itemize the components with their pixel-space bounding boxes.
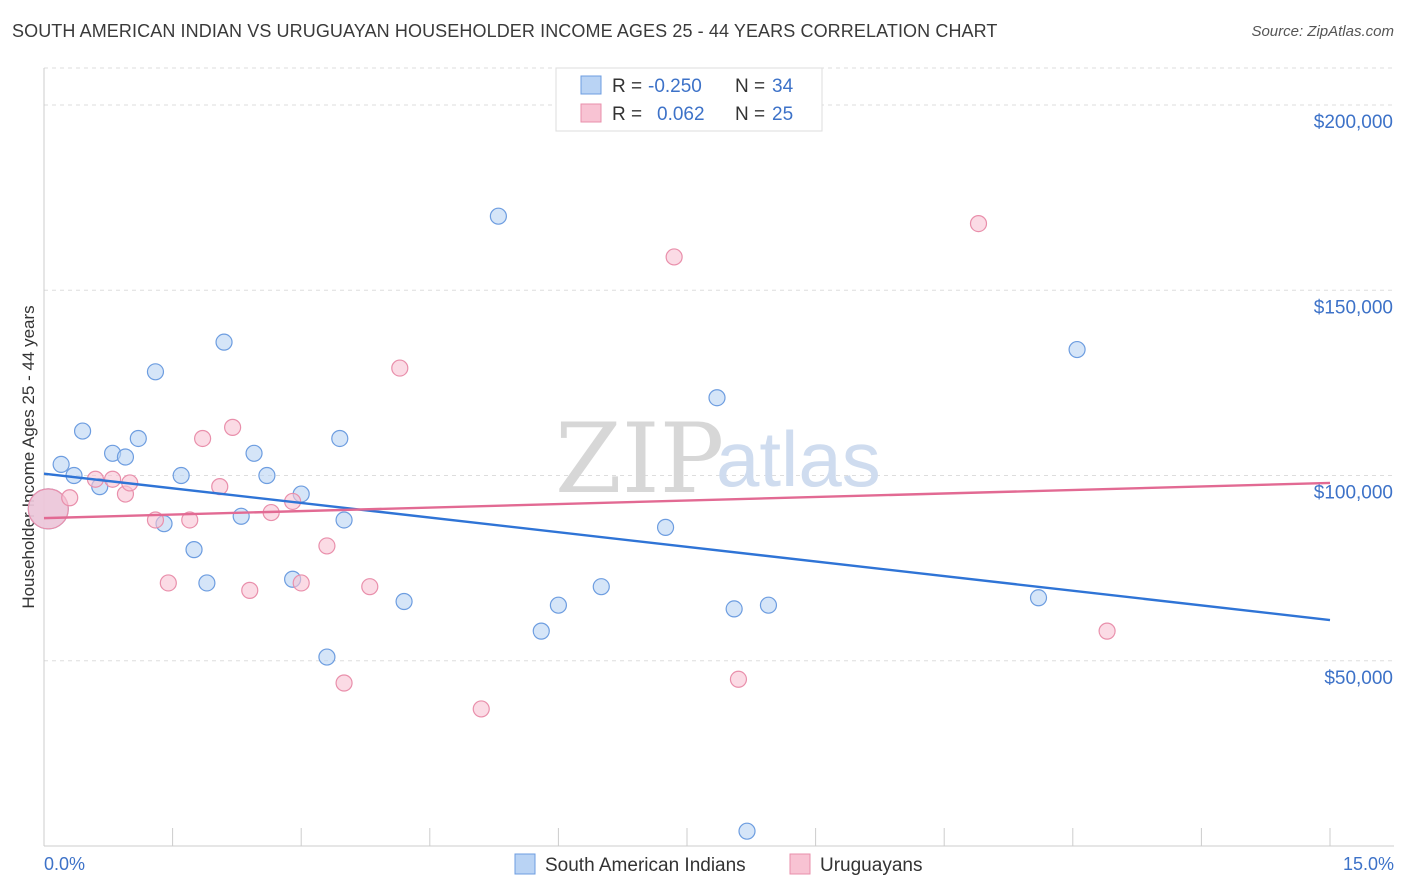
source-credit: Source: ZipAtlas.com <box>1251 23 1394 40</box>
south-american-indians-point-21 <box>335 511 353 529</box>
legend-pink-n-value: 25 <box>772 104 793 125</box>
south-american-indians-point-29 <box>725 600 743 618</box>
uruguayans-point-16 <box>318 537 336 555</box>
uruguayans-point-1 <box>61 489 79 507</box>
y-tick-label-0: $50,000 <box>1324 668 1393 689</box>
legend-pink-r-value: 0.062 <box>657 104 705 125</box>
south-american-indians-point-25 <box>549 596 568 614</box>
chart-title: SOUTH AMERICAN INDIAN VS URUGUAYAN HOUSE… <box>12 21 998 41</box>
south-american-indians-point-1 <box>52 455 70 474</box>
south-american-indians-point-16 <box>258 466 276 485</box>
south-american-indians-point-33 <box>1068 340 1086 359</box>
south-american-indians-point-7 <box>129 429 147 448</box>
legend-uruguayans-label: Uruguayans <box>820 855 922 876</box>
uruguayans-point-7 <box>159 574 177 592</box>
uruguayans-point-24 <box>1098 622 1116 640</box>
legend-south-american-indians-swatch <box>514 853 536 875</box>
uruguayans-point-9 <box>194 429 212 448</box>
y-tick-label-1: $100,000 <box>1314 483 1393 504</box>
south-american-indians-point-22 <box>395 592 413 611</box>
south-american-indians-point-6 <box>116 448 135 466</box>
x-tick-label-min: 0.0% <box>44 854 85 874</box>
uruguayans-point-23 <box>969 215 988 233</box>
y-tick-label-2: $150,000 <box>1314 297 1393 318</box>
watermark-zip: ZIP <box>555 403 724 515</box>
legend-blue-r-label: R = <box>612 76 642 97</box>
south-american-indians-point-19 <box>318 648 336 666</box>
south-american-indians-point-24 <box>532 622 550 640</box>
legend-series: South American Indians Uruguayans <box>514 853 922 876</box>
uruguayans-point-11 <box>224 418 242 436</box>
south-american-indians-point-32 <box>1029 589 1048 607</box>
y-axis-label: Householder Income Ages 25 - 44 years <box>19 305 38 608</box>
uruguayans-point-21 <box>665 248 683 266</box>
y-tick-labels: $50,000 $100,000 $150,000 $200,000 <box>1314 112 1393 689</box>
legend-blue-swatch <box>580 75 602 95</box>
trend-lines <box>43 472 1331 622</box>
data-points <box>27 207 1116 840</box>
south-american-indians-point-31 <box>759 596 778 614</box>
uruguayans-point-8 <box>181 511 199 529</box>
south-american-indians-point-10 <box>172 466 190 485</box>
uruguayans-point-17 <box>335 674 353 692</box>
uruguayans-point-12 <box>241 581 259 599</box>
south-american-indians-point-30 <box>738 822 756 840</box>
x-axis-ticks <box>43 828 1331 846</box>
south-american-indians-point-20 <box>331 429 349 448</box>
legend-blue-n-value: 34 <box>772 76 794 97</box>
y-tick-label-3: $200,000 <box>1314 112 1393 133</box>
south-american-indians-point-8 <box>146 363 165 381</box>
legend-pink-r-label: R = <box>612 104 642 125</box>
uruguayans-point-15 <box>292 574 310 592</box>
legend-pink-swatch <box>580 103 602 123</box>
uruguayans-point-18 <box>361 578 379 596</box>
uruguayans-point-22 <box>729 670 748 688</box>
legend-uruguayans-swatch <box>789 853 811 875</box>
south-american-indians-point-13 <box>215 333 233 351</box>
south-american-indians-point-26 <box>592 578 610 596</box>
grid-lines <box>44 67 1394 662</box>
south-american-indians-point-23 <box>489 207 507 225</box>
legend-blue-n-label: N = <box>735 76 765 97</box>
south-american-indians-point-3 <box>73 422 92 440</box>
uruguayans-point-20 <box>472 700 490 718</box>
uruguayans-trend-line <box>43 481 1331 520</box>
legend-south-american-indians-label: South American Indians <box>545 855 746 876</box>
legend-pink-n-label: N = <box>735 104 765 125</box>
uruguayans-point-19 <box>391 359 409 377</box>
legend-blue-r-value: -0.250 <box>648 76 702 97</box>
south-american-indians-trend-line <box>43 472 1331 622</box>
x-tick-label-max: 15.0% <box>1343 854 1394 874</box>
south-american-indians-point-12 <box>198 574 216 592</box>
south-american-indians-point-14 <box>232 507 250 525</box>
legend-stats: R = -0.250 N = 34 R = 0.062 N = 25 <box>555 67 823 132</box>
south-american-indians-point-27 <box>656 518 675 536</box>
uruguayans-point-3 <box>103 470 122 488</box>
south-american-indians-point-28 <box>708 389 726 407</box>
south-american-indians-point-11 <box>185 541 203 559</box>
watermark-atlas: atlas <box>716 415 881 503</box>
south-american-indians-point-15 <box>245 444 263 462</box>
